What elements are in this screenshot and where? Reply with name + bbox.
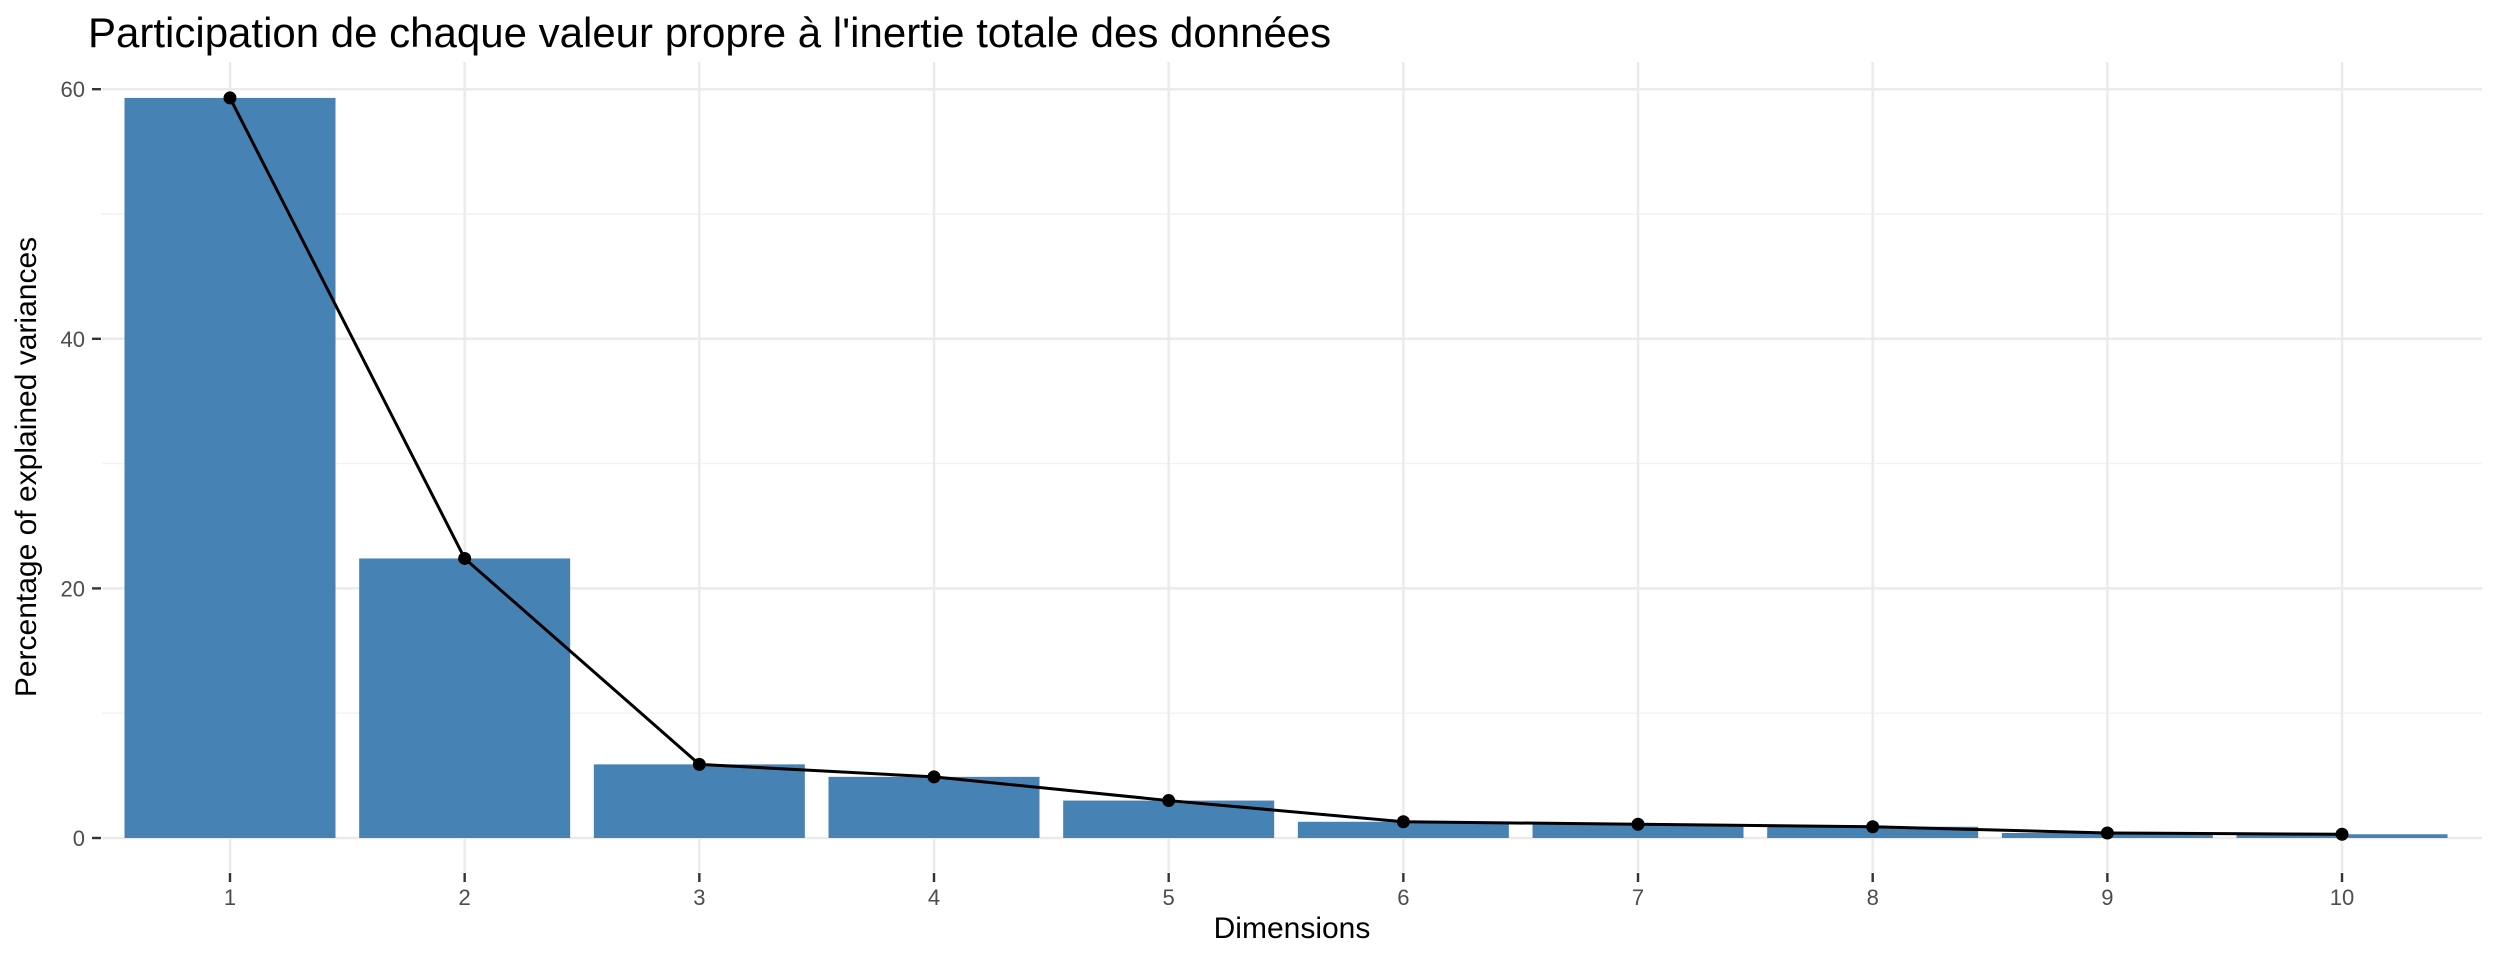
x-tick-label-10: 10 (2330, 885, 2354, 910)
bar-dim-4 (828, 776, 1040, 838)
x-tick-label-1: 1 (224, 885, 236, 910)
scree-point-dim-7 (1631, 817, 1645, 831)
scree-point-dim-4 (927, 770, 941, 784)
bar-dim-2 (359, 558, 571, 838)
scree-point-dim-9 (2100, 826, 2114, 840)
scree-point-dim-8 (1866, 820, 1880, 834)
scree-point-dim-6 (1396, 815, 1410, 829)
chart-title: Participation de chaque valeur propre à … (88, 9, 1332, 56)
x-tick-label-6: 6 (1397, 885, 1409, 910)
x-tick-label-7: 7 (1632, 885, 1644, 910)
x-tick-label-8: 8 (1867, 885, 1879, 910)
x-tick-label-9: 9 (2101, 885, 2113, 910)
x-tick-label-2: 2 (459, 885, 471, 910)
x-axis-title: Dimensions (1213, 912, 1371, 945)
bar-dim-6 (1297, 821, 1509, 838)
x-tick-label-5: 5 (1163, 885, 1175, 910)
scree-point-dim-1 (223, 91, 237, 105)
bar-dim-7 (1532, 824, 1744, 838)
x-tick-label-3: 3 (693, 885, 705, 910)
y-tick-label-20: 20 (61, 576, 85, 601)
x-tick-label-4: 4 (928, 885, 940, 910)
scree-point-dim-3 (692, 757, 706, 771)
y-tick-label-60: 60 (61, 77, 85, 102)
scree-point-dim-2 (458, 551, 472, 565)
bar-dim-1 (124, 97, 336, 839)
y-tick-label-0: 0 (73, 826, 85, 851)
bar-dim-3 (593, 764, 805, 838)
scree-point-dim-10 (2335, 827, 2349, 841)
scree-line (228, 97, 2343, 836)
y-tick-label-40: 40 (61, 327, 85, 352)
scree-point-dim-5 (1162, 794, 1176, 808)
